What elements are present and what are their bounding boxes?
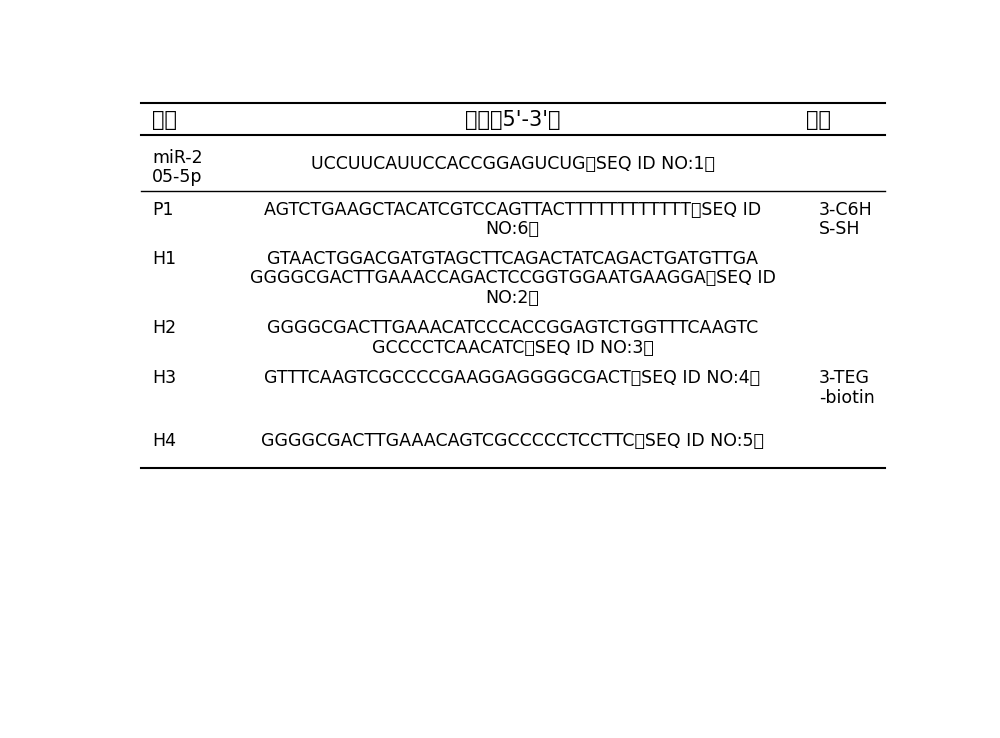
Text: H1: H1 (152, 250, 176, 268)
Text: NO:6）: NO:6） (486, 221, 539, 238)
Text: 3-C6H: 3-C6H (819, 201, 872, 219)
Text: GCCCCTCAACATC（SEQ ID NO:3）: GCCCCTCAACATC（SEQ ID NO:3） (372, 339, 653, 356)
Text: 修饰: 修饰 (806, 110, 831, 130)
Text: GTAACTGGACGATGTAGCTTCAGACTATCAGACTGATGTTGA: GTAACTGGACGATGTAGCTTCAGACTATCAGACTGATGTT… (267, 250, 758, 268)
Text: GGGGCGACTTGAAACCAGACTCCGGTGGAATGAAGGA（SEQ ID: GGGGCGACTTGAAACCAGACTCCGGTGGAATGAAGGA（SE… (250, 269, 775, 287)
Text: 核酸: 核酸 (152, 110, 177, 130)
Text: GGGGCGACTTGAAACAGTCGCCCCCTCCTTC（SEQ ID NO:5）: GGGGCGACTTGAAACAGTCGCCCCCTCCTTC（SEQ ID N… (261, 432, 764, 450)
Text: H3: H3 (152, 370, 176, 387)
Text: AGTCTGAAGCTACATCGTCCAGTTACTTTTTTTTTTTT（SEQ ID: AGTCTGAAGCTACATCGTCCAGTTACTTTTTTTTTTTT（S… (264, 201, 761, 219)
Text: P1: P1 (152, 201, 174, 219)
Text: UCCUUCAUUCCACCGGAGUCUG（SEQ ID NO:1）: UCCUUCAUUCCACCGGAGUCUG（SEQ ID NO:1） (311, 154, 714, 173)
Text: 3-TEG: 3-TEG (819, 370, 870, 387)
Text: GTTTCAAGTCGCCCCGAAGGAGGGGCGACT（SEQ ID NO:4）: GTTTCAAGTCGCCCCGAAGGAGGGGCGACT（SEQ ID NO… (264, 370, 761, 387)
Text: S-SH: S-SH (819, 221, 860, 238)
Text: H2: H2 (152, 320, 176, 337)
Text: -biotin: -biotin (819, 389, 874, 407)
Text: miR-2: miR-2 (152, 149, 203, 167)
Text: NO:2）: NO:2） (486, 289, 539, 307)
Text: GGGGCGACTTGAAACATCCCACCGGAGTCTGGTTTCAAGTC: GGGGCGACTTGAAACATCCCACCGGAGTCTGGTTTCAAGT… (267, 320, 758, 337)
Text: 05-5p: 05-5p (152, 168, 203, 186)
Text: 序列（5'-3'）: 序列（5'-3'） (465, 110, 560, 130)
Text: H4: H4 (152, 432, 176, 450)
